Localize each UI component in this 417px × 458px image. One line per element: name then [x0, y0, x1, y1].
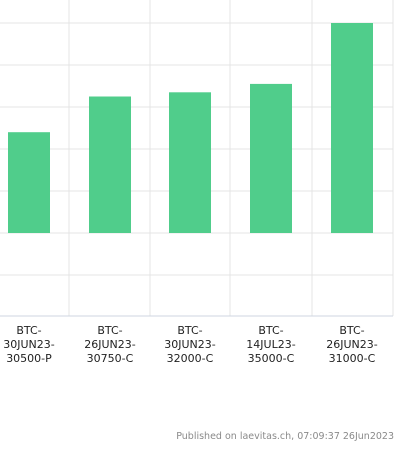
bar-BTC-14JUL23-35000-C[interactable]	[250, 83, 292, 234]
x-tick-label-line: 26JUN23-	[326, 338, 378, 351]
x-tick-label-line: BTC-	[258, 324, 284, 337]
x-tick-label-line: 30500-P	[6, 352, 52, 365]
bar-BTC-30JUN23-30500-P[interactable]	[8, 132, 50, 233]
x-tick-label-line: 26JUN23-	[84, 338, 136, 351]
x-tick-label-line: 30JUN23-	[164, 338, 216, 351]
x-tick-label: BTC- 26JUN23- 30750-C	[71, 324, 149, 366]
x-tick-label-line: 30750-C	[86, 352, 134, 365]
x-tick-label-line: BTC-	[16, 324, 42, 337]
bar-BTC-26JUN23-31000-C[interactable]	[331, 23, 373, 233]
bars	[8, 23, 373, 234]
x-tick-label: BTC- 14JUL23- 35000-C	[232, 324, 310, 366]
x-tick-label: BTC- 30JUN23- 32000-C	[151, 324, 229, 366]
x-tick-label-line: 35000-C	[247, 352, 295, 365]
x-tick-label: BTC- 30JUN23- 30500-P	[0, 324, 68, 366]
bar-BTC-30JUN23-32000-C[interactable]	[169, 92, 211, 233]
x-tick-label-line: BTC-	[339, 324, 365, 337]
bar-BTC-26JUN23-30750-C[interactable]	[89, 96, 131, 234]
x-tick-label-line: 14JUL23-	[246, 338, 296, 351]
published-footer: Published on laevitas.ch, 07:09:37 26Jun…	[176, 431, 394, 442]
x-tick-label-line: 30JUN23-	[3, 338, 55, 351]
x-tick-label-line: BTC-	[97, 324, 123, 337]
x-tick-label: BTC- 26JUN23- 31000-C	[313, 324, 391, 366]
x-tick-label-line: 31000-C	[328, 352, 376, 365]
x-tick-label-line: 32000-C	[166, 352, 214, 365]
x-tick-label-line: BTC-	[177, 324, 203, 337]
